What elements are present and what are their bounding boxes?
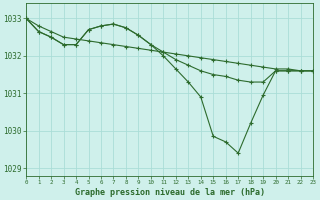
X-axis label: Graphe pression niveau de la mer (hPa): Graphe pression niveau de la mer (hPa)	[75, 188, 265, 197]
